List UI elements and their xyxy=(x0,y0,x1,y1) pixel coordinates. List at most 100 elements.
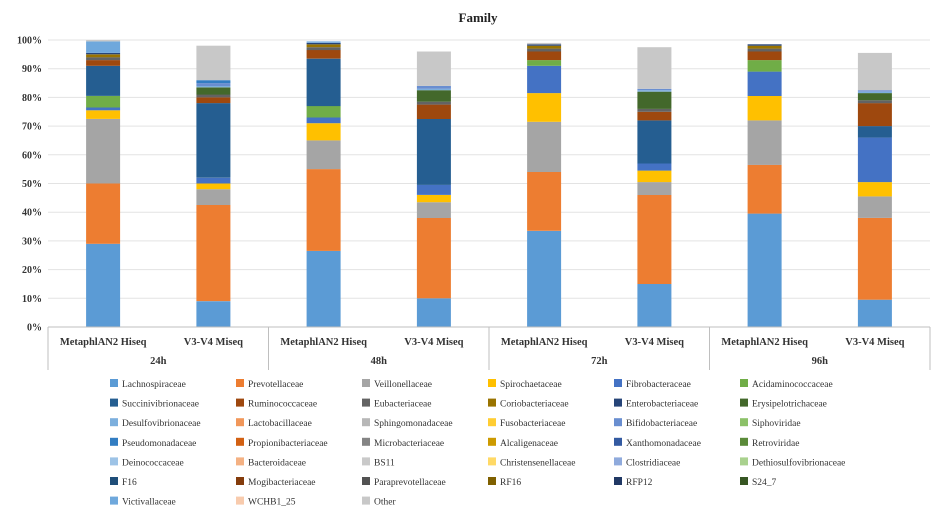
bar-segment xyxy=(747,71,782,96)
x-category-label: MetaphlAN2 Hiseq xyxy=(280,337,367,348)
bar-segment xyxy=(527,51,562,61)
legend-item: Dethiosulfovibrionaceae xyxy=(740,457,845,468)
legend-label: Bifidobacteriaceae xyxy=(626,418,697,429)
bar-segment xyxy=(747,120,782,165)
legend-swatch xyxy=(236,496,244,505)
bar-segment xyxy=(196,205,231,302)
bar-segment xyxy=(306,169,341,251)
legend-swatch xyxy=(740,379,748,387)
bar-segment xyxy=(416,85,451,89)
legend-item: Christensenellaceae xyxy=(488,457,575,468)
legend-item: Deinococcaceae xyxy=(110,457,184,468)
legend-item: S24_7 xyxy=(740,477,777,488)
legend-item: Erysipelotrichaceae xyxy=(740,398,827,410)
bar-segment xyxy=(416,101,451,105)
legend-label: Acidaminococcaceae xyxy=(752,380,833,390)
y-tick-label: 100% xyxy=(17,36,42,47)
bar-segment xyxy=(527,44,562,46)
bar-segment xyxy=(306,50,341,59)
bar-segment xyxy=(306,106,341,118)
legend-swatch xyxy=(236,398,244,407)
bar-segment xyxy=(527,48,562,52)
bar-segment xyxy=(747,96,782,121)
legend-item: Spirochaetaceae xyxy=(488,379,562,390)
legend-item: Other xyxy=(362,496,396,508)
legend-label: F16 xyxy=(122,478,137,488)
bar-segment xyxy=(306,123,341,141)
legend-swatch xyxy=(110,477,118,485)
legend-item: Desulfovibrionaceae xyxy=(110,418,201,429)
legend-label: RF16 xyxy=(500,478,521,488)
legend-label: Christensenellaceae xyxy=(500,458,575,468)
bar-segment xyxy=(416,195,451,203)
bar-segment xyxy=(306,42,341,45)
y-tick-label: 20% xyxy=(22,265,42,276)
legend-swatch xyxy=(488,477,496,485)
bar-segment xyxy=(747,164,782,214)
bar-segment xyxy=(637,111,672,121)
legend-label: Retroviridae xyxy=(752,439,799,449)
legend-swatch xyxy=(236,418,244,427)
y-tick-label: 50% xyxy=(22,179,42,190)
bar-segment xyxy=(416,118,451,185)
bar-segment xyxy=(196,94,231,98)
bar-segment xyxy=(637,195,672,284)
legend-swatch xyxy=(740,457,748,466)
legend-item: RFP12 xyxy=(614,477,653,488)
bar-segment xyxy=(857,137,892,183)
chart-title: Family xyxy=(459,10,498,25)
bar-segment xyxy=(86,118,121,184)
legend-swatch xyxy=(110,457,118,466)
bar-segment xyxy=(747,213,782,327)
bar-segment xyxy=(857,52,892,91)
legend-item: BS11 xyxy=(362,457,395,468)
y-tick-label: 10% xyxy=(22,294,42,305)
bar-segment xyxy=(637,91,672,109)
legend-swatch xyxy=(110,437,118,446)
y-tick-label: 60% xyxy=(22,150,42,161)
legend-item: Acidaminococcaceae xyxy=(740,379,833,390)
legend-label: Xanthomonadaceae xyxy=(626,439,701,449)
legend-swatch xyxy=(362,437,370,446)
bar-segment xyxy=(857,93,892,101)
bar-segment xyxy=(86,107,121,111)
bar-segment xyxy=(86,96,121,108)
legend-label: Siphoviridae xyxy=(752,419,801,429)
bar-segment xyxy=(527,93,562,122)
legend-label: S24_7 xyxy=(752,478,777,488)
bar-segment xyxy=(416,88,451,91)
legend-item: Microbacteriaceae xyxy=(362,437,444,449)
bar-segment xyxy=(86,183,121,244)
bar-segment xyxy=(86,243,121,327)
x-category-label: V3-V4 Miseq xyxy=(184,337,243,348)
legend-label: Microbacteriaceae xyxy=(374,439,444,449)
legend-swatch xyxy=(614,379,622,387)
legend-item: Ruminococcaceae xyxy=(236,398,317,410)
legend-label: Victivallaceae xyxy=(122,498,176,508)
bar-segment xyxy=(747,51,782,61)
legend-label: Coriobacteriaceae xyxy=(500,400,569,410)
legend-label: Pseudomonadaceae xyxy=(122,439,196,449)
bar-segment xyxy=(527,230,562,327)
legend-swatch xyxy=(488,457,496,466)
legend-swatch xyxy=(488,398,496,407)
bar-segment xyxy=(306,44,341,48)
bar-segment xyxy=(416,298,451,327)
legend-item: Enterobacteriaceae xyxy=(614,398,698,410)
legend-label: RFP12 xyxy=(626,478,653,488)
bar-segment xyxy=(637,90,672,92)
y-tick-label: 70% xyxy=(22,122,42,133)
y-tick-label: 90% xyxy=(22,64,42,75)
bar-segment xyxy=(637,88,672,91)
legend-item: Fusobacteriaceae xyxy=(488,418,565,429)
bar-segment xyxy=(857,217,892,300)
bar-segment xyxy=(857,103,892,127)
bar-segment xyxy=(637,182,672,195)
bar-segment xyxy=(416,202,451,218)
legend-swatch xyxy=(362,457,370,466)
legend-label: BS11 xyxy=(374,458,395,468)
bar-segment xyxy=(747,48,782,52)
bar-segment xyxy=(747,60,782,72)
bar-segment xyxy=(86,57,121,61)
